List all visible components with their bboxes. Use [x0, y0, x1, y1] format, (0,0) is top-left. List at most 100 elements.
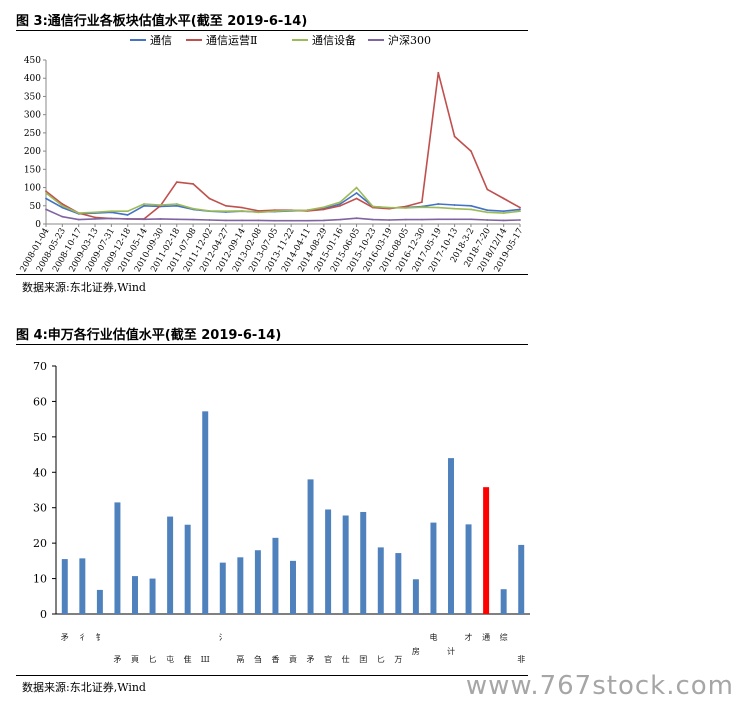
series-3-point: [110, 210, 113, 213]
y-tick-label: 100: [24, 184, 41, 194]
category-label: 香: [271, 654, 279, 664]
legend-item-2: 通信运营Ⅱ: [186, 33, 257, 47]
bar: [377, 547, 384, 614]
series-1-point: [470, 204, 472, 207]
figure3-title-rule: [16, 30, 528, 31]
bar: [342, 515, 349, 614]
series-2-point: [61, 203, 64, 205]
figure4-title-rule: [16, 344, 528, 345]
series-1-point: [175, 204, 178, 207]
series-1-point: [45, 197, 47, 200]
series-4-point: [322, 219, 325, 222]
series-3-point: [126, 210, 129, 213]
series-3-point: [257, 211, 260, 214]
bar: [254, 550, 261, 614]
series-3-point: [273, 210, 276, 213]
figure3-source: 数据来源:东北证券,Wind: [22, 281, 146, 294]
series-1-point: [355, 192, 358, 194]
category-label: 矛: [61, 633, 69, 642]
series-2-point: [94, 216, 96, 219]
bar: [395, 553, 402, 614]
bar: [307, 479, 314, 614]
series-4-point: [388, 219, 391, 221]
legend-item-3: 通信设备: [292, 33, 356, 47]
series-3-point: [175, 203, 178, 205]
figure4-source: 数据来源:东北证券,Wind: [22, 681, 146, 694]
category-label: 综: [500, 632, 508, 642]
category-label: 万: [394, 655, 402, 664]
category-label: 才: [465, 632, 473, 642]
series-3-point: [61, 204, 64, 207]
series-1-point: [502, 210, 505, 213]
bar: [325, 509, 332, 614]
series-4-point: [77, 218, 80, 221]
bar: [412, 579, 419, 614]
y-tick-label: 350: [24, 92, 41, 102]
series-2-point: [486, 188, 489, 191]
y-tick-label: 40: [33, 466, 47, 479]
category-label: 氵: [219, 633, 227, 642]
figure3-title: 图 3:通信行业各板块估值水平(截至 2019-6-14): [16, 14, 308, 29]
bar-highlight: [483, 487, 490, 614]
series-2-point: [502, 197, 505, 200]
series-4-point: [126, 217, 129, 220]
series-2-point: [519, 206, 521, 209]
y-tick-label: 20: [33, 537, 47, 550]
series-4-point: [208, 219, 211, 221]
series-4-point: [45, 208, 47, 211]
series-2-point: [257, 209, 260, 212]
series-line-2: [45, 71, 521, 220]
bar: [184, 524, 191, 614]
series-4-point: [273, 219, 276, 222]
category-label: 貢: [289, 655, 297, 664]
category-label: 匕: [377, 655, 385, 664]
series-4-point: [94, 217, 96, 220]
category-label: 屯: [166, 654, 174, 664]
series-3-point: [371, 205, 374, 208]
bar: [272, 537, 279, 614]
series-3-point: [453, 207, 456, 210]
series-4-point: [519, 219, 521, 221]
series-1-point: [61, 206, 64, 209]
series-1-point: [519, 208, 521, 211]
bar: [114, 502, 121, 614]
series-3-point: [94, 211, 96, 214]
legend-label: 通信运营Ⅱ: [206, 33, 257, 47]
legend-label: 通信: [150, 34, 172, 47]
series-4-point: [339, 218, 342, 221]
legend-item-1: 通信: [130, 34, 172, 47]
series-4-point: [143, 218, 145, 221]
series-3-point: [224, 210, 227, 213]
y-tick-label: 60: [33, 395, 47, 408]
series-1-point: [437, 203, 440, 205]
series-3-point: [486, 211, 489, 214]
bar: [518, 544, 525, 614]
series-2-point: [192, 183, 195, 185]
bar: [96, 589, 103, 614]
category-label: 匕: [149, 655, 157, 664]
series-3-point: [45, 192, 47, 194]
category-label: 刍: [254, 654, 262, 664]
series-3-point: [208, 209, 211, 212]
series-line-4: [45, 208, 521, 222]
category-label: 官: [324, 654, 332, 664]
bar: [132, 576, 138, 614]
bar: [219, 562, 226, 614]
series-4-point: [257, 219, 260, 222]
series-2-point: [45, 190, 47, 193]
figure4-title: 图 4:申万各行业估值水平(截至 2019-6-14): [16, 328, 282, 343]
series-2-point: [421, 201, 423, 204]
series-4-point: [404, 218, 407, 221]
figure3-bottom-rule: [16, 274, 528, 275]
series-2-point: [224, 204, 227, 207]
figure3-line-chart: 通信 通信运营Ⅱ 通信设备 沪深300 0 50 100 150 200 250 300 350 400…: [18, 33, 525, 274]
y-tick-label: 200: [24, 147, 41, 157]
series-1-point: [126, 213, 129, 216]
y-tick-label: 400: [24, 74, 41, 84]
series-2-point: [470, 150, 472, 153]
y-tick-label: 50: [33, 431, 47, 444]
series-1-point: [143, 204, 145, 207]
series-line-3: [45, 186, 521, 214]
series-3-point: [519, 210, 521, 213]
watermark-text: www.767stock.com: [465, 671, 734, 701]
